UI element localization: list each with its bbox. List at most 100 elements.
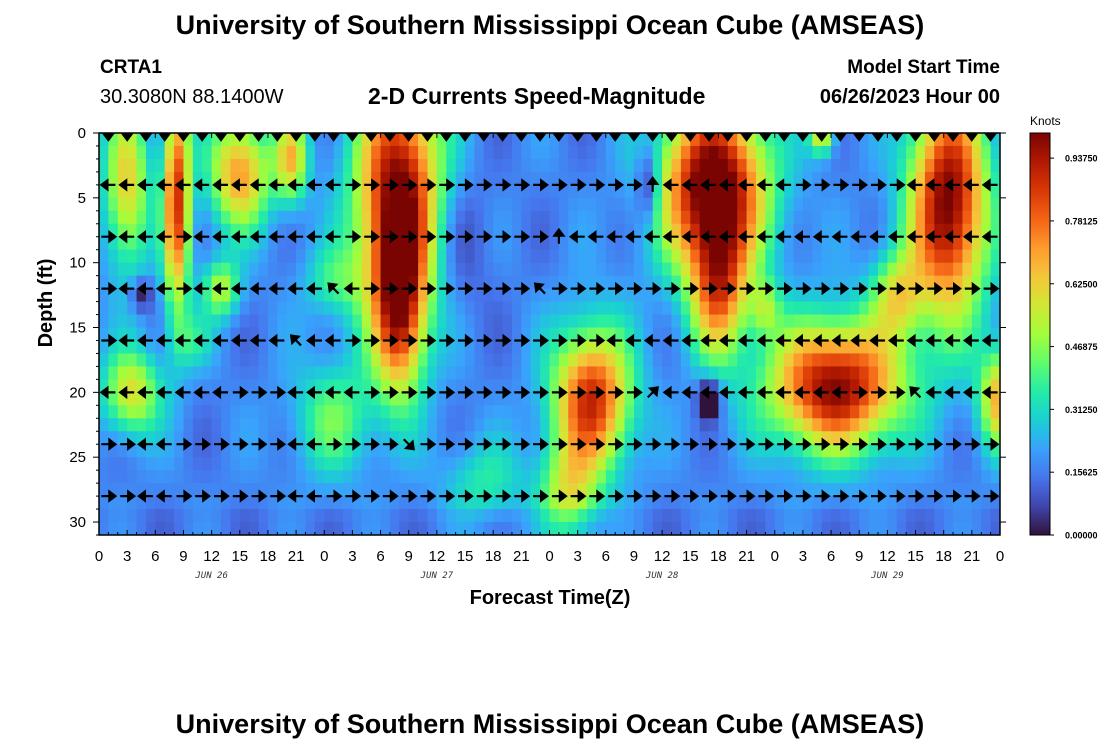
heat-cell: [690, 275, 701, 290]
heat-cell: [840, 314, 851, 329]
heat-cell: [699, 509, 710, 523]
heat-cell: [859, 327, 870, 342]
heat-cell: [709, 314, 720, 329]
heat-cell: [577, 353, 588, 368]
heat-cell: [446, 522, 457, 535]
vector-arrow: [552, 227, 566, 244]
heat-cell: [671, 431, 682, 445]
heat-cell: [727, 223, 738, 238]
heat-cell: [915, 262, 926, 277]
vector-arrow: [195, 437, 212, 451]
heat-cell: [643, 249, 654, 264]
heat-cell: [361, 405, 372, 419]
heat-cell: [746, 470, 757, 484]
heat-cell: [408, 197, 419, 212]
heat-cell: [859, 496, 870, 510]
arrow-shape: [981, 385, 998, 400]
heat-cell: [971, 522, 982, 535]
heat-cell: [427, 340, 438, 355]
heat-cell: [906, 379, 917, 393]
heat-cell: [709, 184, 720, 199]
heat-cell: [296, 366, 307, 380]
heat-cell: [577, 483, 588, 497]
vector-arrow: [871, 178, 887, 192]
heat-cell: [671, 197, 682, 212]
heat-cell: [371, 171, 382, 186]
arrow-shape: [625, 333, 641, 348]
heat-cell: [812, 184, 823, 199]
heat-cell: [221, 405, 231, 419]
heat-cell: [671, 236, 682, 251]
heat-cell: [155, 522, 166, 535]
arrow-shape: [137, 333, 153, 348]
heat-cell: [183, 262, 194, 277]
heat-cell: [408, 353, 419, 368]
heat-cell: [831, 444, 842, 458]
heat-cell: [183, 496, 194, 510]
arrow-shape: [251, 385, 268, 400]
heat-cell: [99, 158, 109, 173]
heat-cell: [183, 171, 194, 186]
heat-cell: [277, 379, 288, 393]
heat-cell: [465, 418, 476, 432]
heat-cell: [596, 223, 607, 238]
heat-cell: [755, 288, 766, 303]
heat-cell: [324, 496, 335, 510]
heat-cell: [145, 171, 156, 186]
heat-cell: [296, 184, 307, 199]
heat-cell: [117, 405, 128, 419]
heat-cell: [511, 379, 522, 393]
heat-cell: [192, 327, 203, 342]
heat-cell: [436, 431, 447, 445]
heat-cell: [258, 314, 269, 329]
arrow-shape: [270, 489, 287, 503]
heat-cell: [680, 392, 691, 406]
heat-cell: [774, 444, 785, 458]
heat-cell: [587, 366, 598, 380]
heat-cell: [286, 197, 297, 212]
arrow-shape: [306, 385, 322, 400]
heat-cell: [755, 171, 766, 186]
heat-cell: [314, 158, 325, 173]
heat-cell: [859, 483, 870, 497]
vector-arrow: [852, 281, 869, 296]
heat-cell: [324, 457, 335, 471]
heat-cell: [746, 483, 757, 497]
vector-arrow: [775, 178, 792, 192]
heat-cell: [709, 509, 720, 523]
heat-cell: [568, 483, 579, 497]
arrow-shape: [850, 333, 867, 348]
heat-cell: [709, 353, 720, 368]
heat-cell: [915, 288, 926, 303]
heat-cell: [662, 171, 673, 186]
heat-cell: [746, 444, 757, 458]
heat-cell: [380, 340, 391, 355]
heat-cell: [521, 145, 532, 160]
vector-arrow: [887, 333, 904, 348]
vector-arrow: [251, 489, 268, 503]
vector-arrow: [570, 281, 587, 296]
vector-arrow: [551, 385, 568, 400]
heat-cell: [549, 483, 560, 497]
heat-cell: [784, 431, 795, 445]
heat-cell: [990, 444, 1000, 458]
heat-cell: [239, 262, 250, 277]
heat-cell: [183, 340, 194, 355]
heat-cell: [624, 418, 635, 432]
heat-cell: [408, 210, 419, 225]
heat-cell: [239, 275, 250, 290]
heat-cell: [877, 275, 888, 290]
vector-arrow: [324, 178, 341, 192]
heat-cell: [643, 262, 654, 277]
arrow-shape: [962, 178, 979, 192]
heat-cell: [258, 431, 269, 445]
heat-cell: [549, 340, 560, 355]
heat-cell: [877, 133, 888, 147]
heat-cell: [502, 509, 513, 523]
vector-arrow: [420, 229, 437, 244]
arrow-shape: [439, 178, 456, 192]
arrow-shape: [495, 437, 512, 451]
arrow-shape: [345, 178, 362, 192]
vector-arrow: [514, 437, 531, 451]
heat-cell: [324, 483, 335, 497]
